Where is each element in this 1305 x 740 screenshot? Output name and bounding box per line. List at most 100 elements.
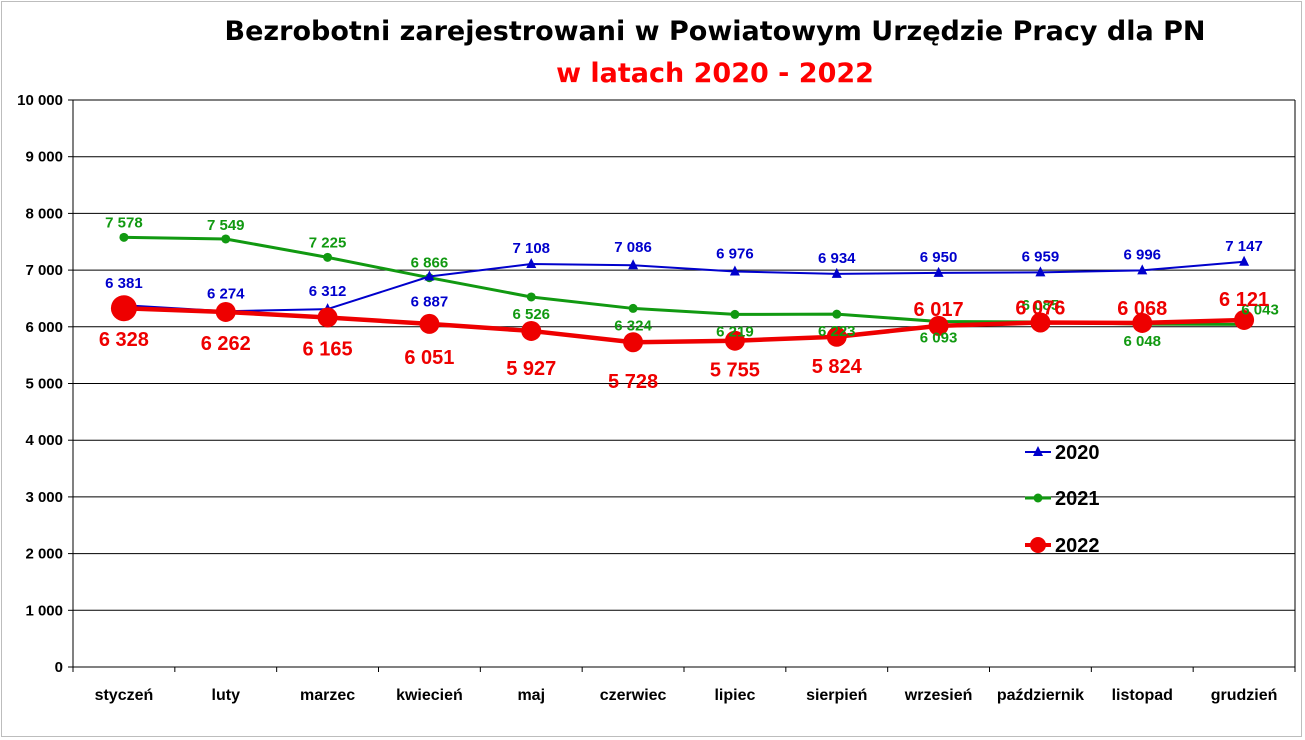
point-2021-6 <box>730 309 740 319</box>
x-tick-label-0: styczeń <box>95 687 154 704</box>
data-label-2021-4: 6 526 <box>512 306 550 323</box>
data-label-2022-1: 6 262 <box>201 333 251 355</box>
point-2022-2 <box>317 307 338 328</box>
x-tick-label-6: lipiec <box>714 687 755 704</box>
point-2022-6 <box>724 330 745 351</box>
y-tick-label-2000: 2 000 <box>25 546 63 563</box>
data-label-2021-10: 6 048 <box>1123 333 1161 350</box>
data-label-2020-7: 6 934 <box>818 250 856 267</box>
y-tick-label-7000: 7 000 <box>25 262 63 279</box>
x-tick-label-10: listopad <box>1112 687 1173 704</box>
data-label-2022-7: 5 824 <box>812 356 863 378</box>
point-2022-10 <box>1132 312 1153 333</box>
data-label-2020-0: 6 381 <box>105 275 143 292</box>
legend-marker-2022 <box>1030 537 1046 553</box>
series-line-2022 <box>123 305 1245 345</box>
chart-subtitle: w latach 2020 - 2022 <box>556 58 874 89</box>
point-2022-9 <box>1030 312 1051 333</box>
y-tick-label-5000: 5 000 <box>25 376 63 393</box>
point-2021-1 <box>221 234 231 244</box>
x-tick-label-2: marzec <box>300 687 355 704</box>
point-2020-10 <box>1137 264 1148 275</box>
x-tick-label-8: wrzesień <box>904 687 973 704</box>
series-line-2020 <box>123 260 1245 313</box>
x-tick-label-7: sierpień <box>806 687 867 704</box>
x-tick-label-1: luty <box>212 687 241 704</box>
point-2022-4 <box>521 320 542 341</box>
point-2021-2 <box>323 252 333 262</box>
data-label-2020-3: 6 887 <box>411 294 449 311</box>
point-2021-4 <box>526 292 536 302</box>
data-label-2022-10: 6 068 <box>1117 298 1167 320</box>
data-label-2021-9: 6 085 <box>1022 297 1060 314</box>
data-label-2021-6: 6 219 <box>716 323 754 340</box>
data-label-2022-5: 5 728 <box>608 371 658 393</box>
point-2020-3 <box>424 270 435 281</box>
data-label-2022-11: 6 121 <box>1219 289 1269 311</box>
data-label-2020-10: 6 996 <box>1123 246 1161 263</box>
data-label-2020-11: 7 147 <box>1225 238 1263 255</box>
data-label-2021-8: 6 093 <box>920 330 958 347</box>
x-tick-label-3: kwiecień <box>396 687 463 704</box>
data-label-2021-1: 7 549 <box>207 217 245 234</box>
data-label-2021-0: 7 578 <box>105 214 143 231</box>
data-labels: 7 578 7 549 7 225 6 866 6 526 6 324 6 219 6 223… <box>99 214 1279 393</box>
data-label-2022-6: 5 755 <box>710 360 760 382</box>
data-label-2021-7: 6 223 <box>818 323 856 340</box>
x-tick-label-11: grudzień <box>1211 687 1278 704</box>
data-label-2021-11: 6 043 <box>1241 301 1279 318</box>
data-label-2020-1: 6 274 <box>207 285 245 302</box>
legend-marker-2020 <box>1033 446 1043 456</box>
point-2020-4 <box>526 257 537 268</box>
point-2020-6 <box>729 265 740 276</box>
y-axis-ticks: 0 1 000 2 000 3 000 4 000 5 000 6 000 7 000 8 00… <box>17 92 73 676</box>
legend-label-2020: 2020 <box>1055 442 1100 464</box>
data-label-2020-5: 7 086 <box>614 239 652 256</box>
legend-label-2021: 2021 <box>1055 488 1100 510</box>
data-label-2020-8: 6 950 <box>920 249 958 266</box>
legend-label-2022: 2022 <box>1055 535 1100 557</box>
y-tick-label-3000: 3 000 <box>25 489 63 506</box>
data-label-2022-2: 6 165 <box>303 338 353 360</box>
x-tick-label-4: maj <box>517 687 545 704</box>
y-tick-label-0: 0 <box>55 659 63 676</box>
point-2020-11 <box>1239 255 1250 266</box>
point-2022-8 <box>928 315 949 336</box>
legend: 2020 2021 2022 <box>1025 442 1100 557</box>
y-tick-label-6000: 6 000 <box>25 319 63 336</box>
point-2021-5 <box>628 303 638 313</box>
data-label-2022-8: 6 017 <box>914 299 964 321</box>
point-2022-7 <box>826 326 847 347</box>
point-2020-8 <box>933 266 944 277</box>
y-tick-label-9000: 9 000 <box>25 149 63 166</box>
series-lines <box>110 232 1255 353</box>
point-2022-11 <box>1234 309 1255 330</box>
data-label-2021-5: 6 324 <box>614 317 652 334</box>
point-2022-3 <box>419 313 440 334</box>
x-tick-label-5: czerwiec <box>600 687 667 704</box>
data-label-2022-0: 6 328 <box>99 329 149 351</box>
chart-title: Bezrobotni zarejestrowani w Powiatowym U… <box>224 16 1206 47</box>
x-axis-ticks: styczeń luty marzec kwiecień maj czerwiec lipi… <box>72 667 1296 704</box>
data-label-2021-2: 7 225 <box>309 234 347 251</box>
data-label-2022-4: 5 927 <box>506 358 556 380</box>
data-label-2022-3: 6 051 <box>404 347 454 369</box>
point-2020-9 <box>1035 266 1046 277</box>
point-2022-5 <box>623 332 644 353</box>
point-2020-5 <box>628 259 639 270</box>
data-label-2020-6: 6 976 <box>716 245 754 262</box>
data-label-2020-2: 6 312 <box>309 283 347 300</box>
y-tick-label-8000: 8 000 <box>25 205 63 222</box>
data-label-2020-4: 7 108 <box>512 240 550 257</box>
x-tick-label-9: październik <box>997 687 1084 704</box>
data-label-2020-9: 6 959 <box>1022 248 1060 265</box>
y-tick-label-10000: 10 000 <box>17 92 63 109</box>
grid-lines <box>73 99 1295 668</box>
data-label-2021-3: 6 866 <box>411 255 449 272</box>
point-2022-0 <box>110 295 137 322</box>
y-tick-label-4000: 4 000 <box>25 432 63 449</box>
point-2021-7 <box>832 309 842 319</box>
y-tick-label-1000: 1 000 <box>25 602 63 619</box>
